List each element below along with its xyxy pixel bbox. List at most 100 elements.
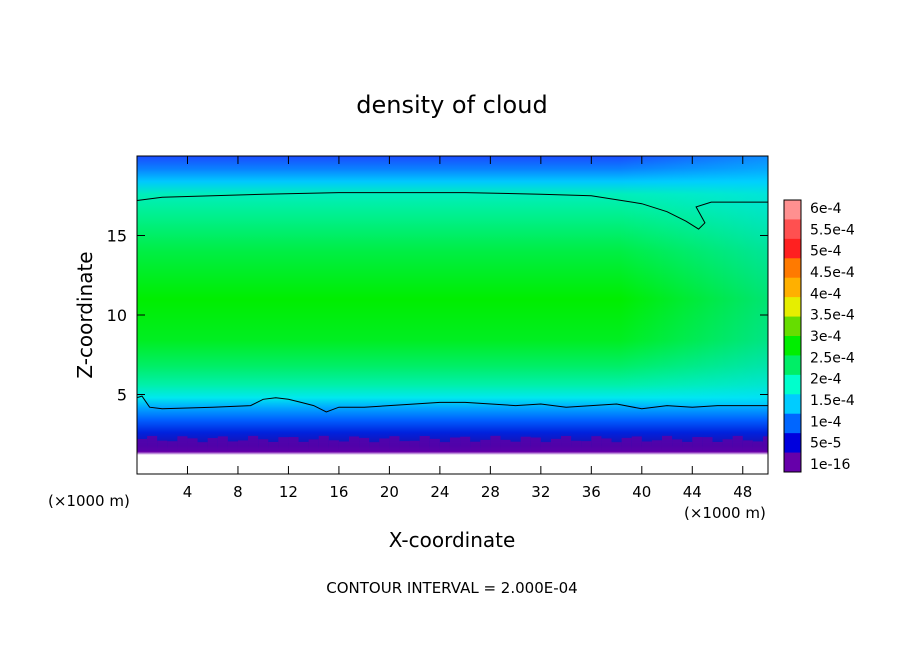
colorbar-label: 5e-5 <box>810 436 841 452</box>
band-streak <box>298 441 309 451</box>
colorbar-swatch <box>784 277 801 298</box>
colorbar-swatch <box>784 238 801 259</box>
band-streak <box>439 442 450 451</box>
band-streak <box>470 441 481 451</box>
band-streak <box>369 442 380 451</box>
colorbar-swatch <box>784 219 801 240</box>
band-streak <box>561 435 572 451</box>
x-tick-label: 4 <box>183 483 193 501</box>
band-streak <box>591 436 602 451</box>
band-streak <box>581 441 592 451</box>
band-streak <box>550 438 562 451</box>
y-tick-label: 10 <box>107 306 127 325</box>
band-streak <box>177 436 188 451</box>
band-streak <box>399 441 410 451</box>
x-tick-label: 40 <box>632 483 651 501</box>
colorbar-label: 2e-4 <box>810 372 842 388</box>
chart-title: density of cloud <box>356 91 547 119</box>
band-streak <box>318 435 329 451</box>
x-tick-label: 16 <box>329 483 348 501</box>
band-streak <box>752 441 763 451</box>
colorbar-frame <box>783 199 802 473</box>
band-streak <box>227 441 238 451</box>
x-tick-label: 28 <box>481 483 500 501</box>
band-streak <box>722 439 733 451</box>
y-tick-label: 15 <box>107 227 127 246</box>
colorbar-label: 3.5e-4 <box>810 308 855 324</box>
band-streak <box>762 436 768 451</box>
colorbar-swatch <box>784 374 801 395</box>
colorbar-label: 5e-4 <box>810 244 842 260</box>
band-streak <box>571 440 582 451</box>
band-streak <box>338 441 350 451</box>
band-streak <box>631 436 642 451</box>
colorbar-swatch <box>784 200 801 220</box>
x-tick-label: 12 <box>279 483 298 501</box>
x-tick-label: 20 <box>380 483 399 501</box>
contour-interval-note: CONTOUR INTERVAL = 2.000E-04 <box>326 579 577 597</box>
colorbar-label: 5.5e-4 <box>810 222 855 238</box>
band-streak <box>288 437 299 451</box>
band-streak <box>530 437 541 451</box>
x-tick-label: 44 <box>683 483 702 501</box>
colorbar-label: 4e-4 <box>810 286 842 302</box>
band-streak <box>732 435 743 451</box>
colorbar-swatch <box>784 336 801 356</box>
x-axis-ticks: 4 8 12 16 20 24 28 32 36 40 44 48 <box>183 156 752 501</box>
band-streak <box>712 441 723 451</box>
density-field-right-fade <box>620 156 768 406</box>
band-streak <box>692 437 703 451</box>
colorbar-swatch <box>784 394 801 415</box>
band-streak <box>379 438 390 451</box>
plot-field <box>137 156 768 474</box>
colorbar-label: 1.5e-4 <box>810 393 855 409</box>
band-streak <box>167 441 178 451</box>
band-streak <box>661 435 673 451</box>
colorbar-label: 4.5e-4 <box>810 265 855 281</box>
band-streak <box>742 440 753 451</box>
band-streak <box>187 438 198 451</box>
colorbar-swatch <box>784 452 801 473</box>
band-streak <box>490 435 501 451</box>
band-streak <box>621 437 632 451</box>
band-streak <box>449 437 461 451</box>
colorbar-label: 1e-4 <box>810 414 842 430</box>
colorbar-swatch <box>784 258 801 279</box>
band-streak <box>460 436 471 451</box>
band-streak <box>207 438 218 451</box>
band-streak <box>601 438 612 451</box>
colorbar-label: 1e-16 <box>810 457 850 473</box>
colorbar-swatch <box>784 433 801 454</box>
band-streak <box>328 440 339 451</box>
x-tick-label: 32 <box>531 483 550 501</box>
y-tick-label: 5 <box>117 386 127 405</box>
x-tick-label: 8 <box>233 483 243 501</box>
colorbar-label: 6e-4 <box>810 201 842 217</box>
contour-line-lower <box>137 395 768 413</box>
band-streak <box>248 435 259 451</box>
band-streak <box>520 436 531 451</box>
x-unit-right: (×1000 m) <box>684 504 766 522</box>
band-streak <box>308 439 319 451</box>
band-streak <box>217 436 228 451</box>
band-streak <box>349 436 360 451</box>
colorbar-label: 3e-4 <box>810 329 842 345</box>
band-streak <box>429 438 440 451</box>
band-streak <box>480 439 491 451</box>
band-streak <box>389 436 400 451</box>
band-streak <box>409 440 420 451</box>
band-streak <box>237 440 249 451</box>
colorbar-swatch <box>784 297 801 318</box>
band-streak <box>419 435 430 451</box>
band-streak <box>278 437 289 451</box>
boundary-layer-band <box>137 435 768 451</box>
band-streak <box>682 441 693 451</box>
x-tick-label: 48 <box>733 483 752 501</box>
x-tick-label: 36 <box>582 483 601 501</box>
band-streak <box>258 439 269 451</box>
x-unit-left: (×1000 m) <box>48 492 130 510</box>
band-streak <box>540 442 551 451</box>
colorbar-swatch <box>784 413 801 434</box>
band-streak <box>510 441 521 451</box>
